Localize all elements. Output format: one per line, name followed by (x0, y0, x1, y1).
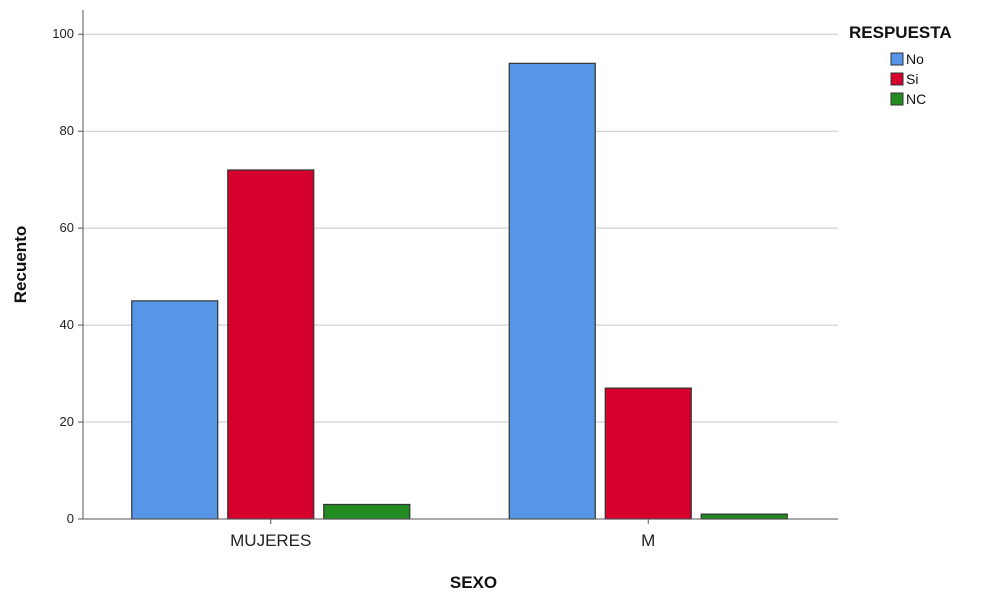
bar-nc-mujeres (323, 503, 411, 520)
legend: RESPUESTA No Si NC (849, 23, 952, 107)
y-tick-label: 60 (60, 220, 74, 235)
bar-si-mujeres (227, 169, 315, 520)
legend-title: RESPUESTA (849, 23, 952, 42)
legend-swatch-no (890, 52, 904, 66)
legend-swatch-nc (890, 92, 904, 106)
bar-si-m (604, 387, 692, 520)
y-tick-label: 40 (60, 317, 74, 332)
x-axis-title: SEXO (450, 573, 497, 592)
y-axis-ticks: 0 20 40 60 80 100 (52, 26, 83, 526)
x-axis-ticks: MUJERES M (230, 519, 655, 550)
legend-items: No Si NC (890, 51, 926, 107)
legend-swatch-si (890, 72, 904, 86)
x-tick-label: M (641, 531, 655, 550)
y-tick-label: 20 (60, 414, 74, 429)
bar-nc-m (700, 513, 788, 520)
y-tick-label: 100 (52, 26, 74, 41)
y-axis-title: Recuento (11, 226, 30, 303)
bar-no-m (508, 62, 596, 520)
x-tick-label: MUJERES (230, 531, 311, 550)
bars (131, 62, 788, 520)
bar-no-mujeres (131, 300, 219, 520)
legend-label-nc: NC (906, 91, 926, 107)
y-tick-label: 0 (67, 511, 74, 526)
y-tick-label: 80 (60, 123, 74, 138)
legend-label-si: Si (906, 71, 918, 87)
legend-label-no: No (906, 51, 924, 67)
